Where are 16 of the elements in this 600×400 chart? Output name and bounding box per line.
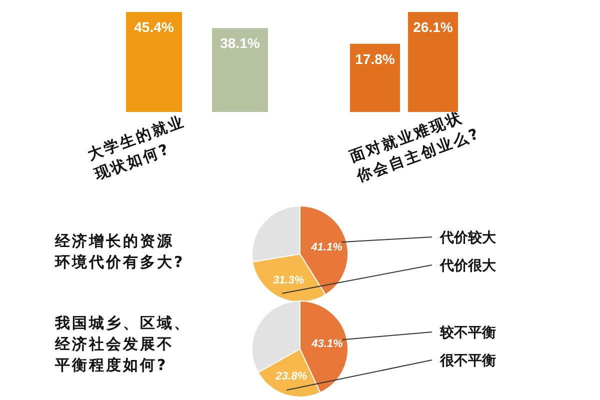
category-label: 较不平衡	[440, 325, 496, 341]
value-label: 23.8%	[276, 370, 307, 382]
title: 我国城乡、区域、经济社会发展不平衡程度如何?	[55, 314, 191, 374]
category-label: 代价较大	[440, 230, 496, 246]
value-label: 38.1%	[220, 35, 260, 52]
title: 大学生的就业现状如何?	[85, 112, 188, 184]
value-label: 26.1%	[413, 19, 453, 35]
category-label: 很不平衡	[440, 353, 496, 369]
value-label: 41.1%	[311, 241, 342, 254]
value-label: 43.1%	[312, 338, 343, 350]
title: 面对就业难现状你会自主创业么?	[347, 108, 482, 186]
category-label: 代价很大	[440, 258, 496, 274]
value-label: 17.8%	[355, 50, 395, 67]
title: 经济增长的资源环境代价有多大?	[55, 232, 185, 271]
value-label: 45.4%	[134, 19, 174, 35]
value-label: 31.3%	[272, 274, 304, 286]
